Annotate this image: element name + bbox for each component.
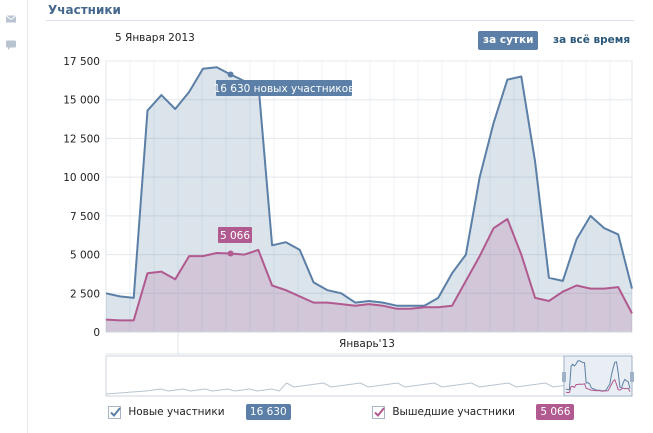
new-members-checkbox[interactable] bbox=[108, 405, 121, 419]
navigator-frame bbox=[105, 355, 633, 397]
x-axis: Январь'13 bbox=[106, 331, 632, 355]
y-tick-label: 2 500 bbox=[70, 288, 100, 300]
y-tick-label: 17 500 bbox=[63, 56, 100, 68]
y-tick-label: 0 bbox=[93, 327, 100, 339]
legend-new-label: Новые участники bbox=[128, 406, 225, 418]
y-tick-label: 5 000 bbox=[70, 250, 100, 262]
tooltip-new-text: 16 630 новых участников bbox=[214, 83, 355, 95]
chart-date: 5 Января 2013 bbox=[115, 32, 195, 44]
plot-area bbox=[105, 60, 633, 333]
y-axis: 17 500 15 000 12 500 10 000 7 500 5 000 2 500 0 bbox=[63, 56, 100, 339]
envelope-icon[interactable] bbox=[5, 13, 17, 25]
legend-left-value: 5 066 bbox=[536, 404, 575, 420]
y-tick-label: 7 500 bbox=[70, 211, 100, 223]
legend-left: Вышедшие участники 5 066 bbox=[372, 404, 575, 422]
period-all-time-button[interactable]: за всё время bbox=[553, 34, 631, 46]
chart-areas bbox=[105, 66, 633, 332]
navigator-history-line bbox=[105, 382, 591, 395]
new-members-line bbox=[105, 66, 633, 307]
y-tick-label: 15 000 bbox=[63, 95, 100, 107]
legend-new-value: 16 630 bbox=[245, 404, 291, 420]
left-members-checkbox[interactable] bbox=[372, 405, 385, 419]
tooltip-new-members: 16 630 новых участников bbox=[214, 80, 355, 96]
y-tick-label: 12 500 bbox=[63, 133, 100, 145]
tooltip-left-text: 5 066 bbox=[220, 230, 250, 242]
navigator-handle-left[interactable] bbox=[562, 372, 566, 382]
left-navigator-line bbox=[565, 379, 631, 393]
new-members-point bbox=[227, 71, 234, 78]
left-members-point bbox=[227, 250, 234, 257]
chart-points bbox=[227, 71, 234, 257]
left-members-area bbox=[106, 219, 632, 332]
legend-new: Новые участники 16 630 bbox=[108, 404, 291, 422]
left-rail bbox=[0, 0, 28, 433]
x-axis-label: Январь'13 bbox=[339, 338, 395, 350]
new-members-area bbox=[106, 67, 632, 332]
y-tick-label: 10 000 bbox=[63, 172, 100, 184]
tooltip-left-members: 5 066 bbox=[218, 227, 252, 243]
title-divider bbox=[46, 20, 634, 21]
range-navigator[interactable] bbox=[105, 355, 634, 397]
navigator-handle-right[interactable] bbox=[630, 372, 634, 382]
section-title: Участники bbox=[48, 3, 121, 17]
period-day-button[interactable]: за сутки bbox=[478, 31, 539, 50]
left-members-line bbox=[105, 218, 633, 322]
legend-left-label: Вышедшие участники bbox=[392, 406, 515, 418]
comment-icon[interactable] bbox=[5, 39, 17, 51]
